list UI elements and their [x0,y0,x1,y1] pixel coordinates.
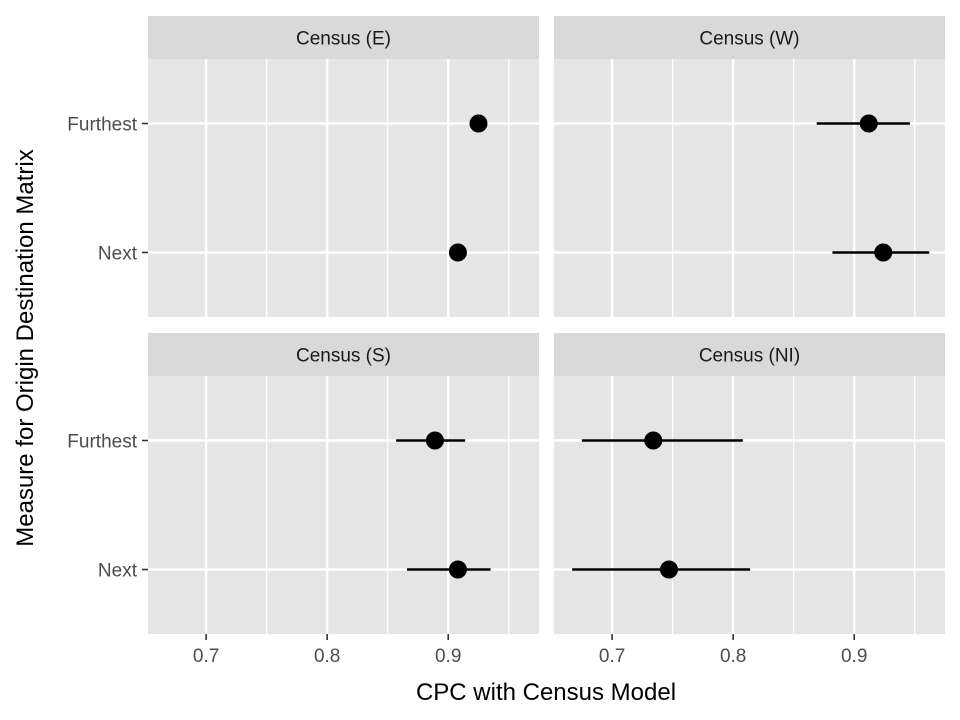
facet-strip [554,16,945,59]
x-tick-label: 0.9 [435,646,461,667]
facet-panel: Census (NI) 0.7 0.8 0.9 [554,333,945,667]
data-point [425,431,444,450]
data-point [660,560,678,579]
x-tick-label: 0.7 [193,646,219,667]
panel-background [554,376,945,634]
x-axis-title: CPC with Census Model [416,679,676,706]
data-point [859,114,878,133]
y-tick-label: Furthest [67,432,137,453]
facet-strip-label: Census (S) [296,346,391,367]
facet-strip [554,333,945,376]
facet-strip [148,16,539,59]
facet-panels: Census (E) Next Furthest Census (W) Census (… [67,16,945,667]
panel-background [148,59,539,317]
data-point [448,243,467,262]
data-point [644,431,663,450]
facet-panel: Census (W) [554,16,945,317]
facet-strip [148,333,539,376]
facet-strip-label: Census (W) [699,29,799,50]
data-point [469,114,488,133]
facet-panel: Census (E) Next Furthest [67,16,539,317]
x-tick-label: 0.8 [314,646,340,667]
facet-strip-label: Census (NI) [699,346,800,367]
y-tick-label: Next [98,244,138,265]
y-axis-title: Measure for Origin Destination Matrix [12,149,39,546]
data-point [448,560,467,579]
x-tick-label: 0.7 [599,646,625,667]
x-tick-label: 0.8 [720,646,746,667]
y-tick-label: Next [98,561,138,582]
panel-background [554,59,945,317]
y-tick-label: Furthest [67,115,137,136]
facet-panel: Census (S) Next Furthest 0.7 0.8 0.9 [67,333,539,667]
x-tick-label: 0.9 [841,646,867,667]
data-point [874,243,893,262]
facet-strip-label: Census (E) [296,29,391,50]
panel-background [148,376,539,634]
